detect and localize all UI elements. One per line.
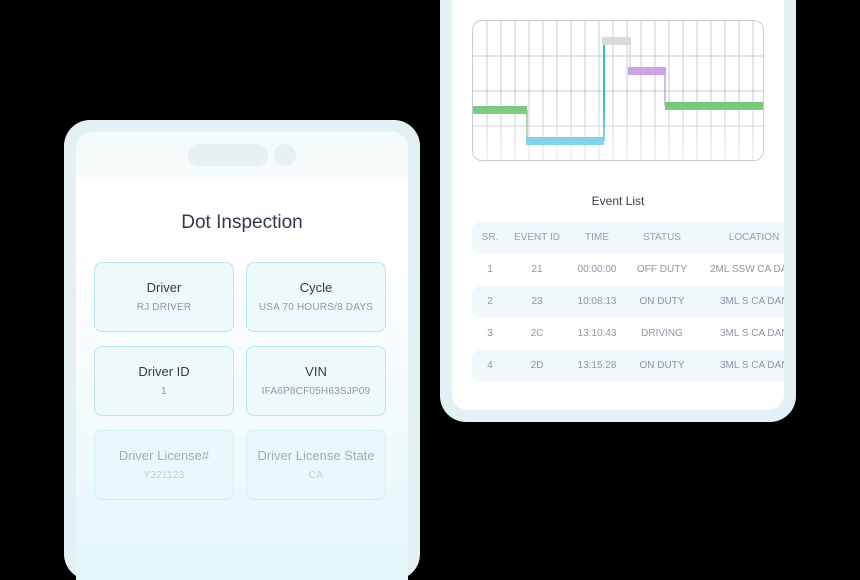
- card-value: Y321123: [143, 470, 185, 481]
- card-value: 1: [161, 386, 167, 397]
- cell-event-id: 2C: [530, 328, 544, 339]
- cell-location: 3ML S CA DANVILLE: [720, 328, 784, 339]
- card-label: Driver License#: [118, 448, 210, 463]
- cell-sr: 4: [487, 360, 493, 371]
- card-value: IFA6P8CF05H63SJP09: [261, 386, 371, 397]
- notch-speaker: [188, 144, 268, 166]
- phone-screen: Event List SR. EVENT ID TIME STATUS LOCA…: [452, 0, 784, 410]
- cell-location: 3ML S CA DANVILLE: [720, 296, 784, 307]
- card-label: Driver: [146, 280, 182, 295]
- on-duty-segment: [628, 67, 666, 75]
- cell-status: ON DUTY: [639, 296, 685, 307]
- log-phone: Event List SR. EVENT ID TIME STATUS LOCA…: [440, 0, 796, 422]
- table-row[interactable]: 3 2C 13:10:43 DRIVING 3ML S CA DANVILLE: [472, 318, 784, 350]
- off-duty-segment: [665, 102, 763, 110]
- cell-location: 3ML S CA DANVILLE: [720, 360, 784, 371]
- table-row[interactable]: 4 2D 13:15:28 ON DUTY 3ML S CA DANVILLE: [472, 350, 784, 382]
- driver-license-card[interactable]: Driver License# Y321123: [94, 430, 234, 500]
- cell-status: DRIVING: [641, 328, 683, 339]
- card-label: Cycle: [299, 280, 333, 295]
- card-value: RJ DRIVER: [136, 302, 192, 313]
- card-value: USA 70 HOURS/8 DAYS: [258, 302, 374, 313]
- cell-event-id: 23: [531, 296, 543, 307]
- cell-location: 2ML SSW CA DANVILLE: [710, 264, 784, 275]
- table-row[interactable]: 1 21 00:00:00 OFF DUTY 2ML SSW CA DANVIL…: [472, 254, 784, 286]
- duty-status-chart: [472, 20, 764, 161]
- page-title: Dot Inspection: [181, 212, 303, 233]
- cell-status: OFF DUTY: [637, 264, 687, 275]
- event-list-table: SR. EVENT ID TIME STATUS LOCATION 1 21 0…: [472, 222, 784, 382]
- col-location: LOCATION: [728, 232, 780, 243]
- card-label: Driver ID: [138, 364, 190, 379]
- card-label: VIN: [305, 364, 327, 379]
- cycle-card[interactable]: Cycle USA 70 HOURS/8 DAYS: [246, 262, 386, 332]
- duty-status-graph: [473, 21, 763, 160]
- event-list-title: Event List: [591, 194, 645, 208]
- cell-sr: 1: [487, 264, 493, 275]
- cell-status: ON DUTY: [639, 360, 685, 371]
- vin-card[interactable]: VIN IFA6P8CF05H63SJP09: [246, 346, 386, 416]
- driver-license-state-card[interactable]: Driver License State CA: [246, 430, 386, 500]
- driver-card[interactable]: Driver RJ DRIVER: [94, 262, 234, 332]
- cell-time: 10:08:13: [577, 296, 617, 307]
- col-sr: SR.: [481, 232, 499, 243]
- cell-time: 13:10:43: [577, 328, 617, 339]
- cell-time: 13:15:28: [577, 360, 617, 371]
- table-header: SR. EVENT ID TIME STATUS LOCATION: [472, 222, 784, 254]
- cell-time: 00:00:00: [577, 264, 617, 275]
- card-label: Driver License State: [257, 448, 375, 463]
- cell-sr: 2: [487, 296, 493, 307]
- driver-id-card[interactable]: Driver ID 1: [94, 346, 234, 416]
- card-value: CA: [308, 470, 324, 481]
- status-bar: [76, 132, 408, 177]
- table-row[interactable]: 2 23 10:08:13 ON DUTY 3ML S CA DANVILLE: [472, 286, 784, 318]
- phone-screen: Dot Inspection Driver RJ DRIVER Cycle US…: [76, 132, 408, 580]
- col-time: TIME: [585, 232, 609, 243]
- col-event-id: EVENT ID: [514, 232, 560, 243]
- sleeper-segment: [602, 37, 631, 45]
- notch-camera: [274, 144, 296, 166]
- col-status: STATUS: [643, 232, 681, 243]
- dot-inspection-phone: Dot Inspection Driver RJ DRIVER Cycle US…: [64, 120, 420, 580]
- cell-event-id: 2D: [530, 360, 544, 371]
- cell-sr: 3: [487, 328, 493, 339]
- off-duty-segment: [473, 106, 527, 114]
- driving-segment: [526, 137, 604, 145]
- cell-event-id: 21: [531, 264, 543, 275]
